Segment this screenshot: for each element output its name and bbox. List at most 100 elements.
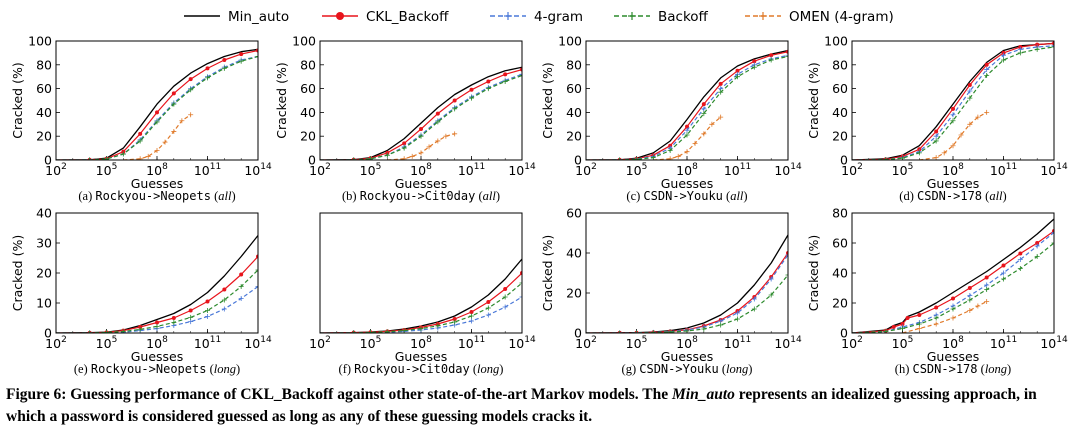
series-marker-omen-4-gram	[426, 144, 432, 150]
series-marker-4-gram	[255, 284, 258, 289]
series-marker-4-gram	[967, 88, 973, 94]
series-marker-ckl-backoff	[951, 106, 955, 111]
series-marker-backoff	[933, 315, 939, 321]
series-marker-4-gram	[933, 133, 939, 139]
x-tick-label: 1014	[508, 335, 536, 351]
series-marker-ckl-backoff	[984, 62, 989, 67]
series-line-min-auto	[586, 49, 788, 160]
panel-caption: (h) CSDN->178 (long)	[895, 362, 1011, 376]
y-tick-label: 80	[566, 57, 582, 72]
series-marker-backoff	[916, 321, 922, 327]
series-marker-backoff	[768, 292, 774, 298]
series-marker-ckl-backoff	[469, 87, 474, 92]
series-marker-4-gram	[1034, 243, 1040, 249]
series-line-backoff	[56, 269, 258, 333]
x-tick-label: 108	[410, 335, 432, 351]
x-tick-label: 105	[892, 335, 914, 351]
y-tick-label: 0	[840, 153, 848, 168]
series-line-4-gram	[586, 54, 788, 160]
y-tick-label: 60	[566, 206, 582, 221]
y-tick-label: 20	[36, 266, 52, 281]
series-marker-omen-4-gram	[701, 131, 707, 137]
series-marker-backoff	[469, 95, 474, 101]
series-marker-ckl-backoff	[951, 296, 955, 301]
y-tick-label: 80	[832, 57, 848, 72]
x-tick-label: 102	[309, 162, 331, 178]
series-marker-backoff	[435, 119, 441, 125]
legend-item-4-gram: 4-gram	[490, 9, 583, 25]
series-marker-backoff	[718, 89, 724, 95]
series-marker-4-gram	[701, 106, 707, 112]
series-marker-backoff	[401, 328, 407, 333]
series-marker-4-gram	[785, 252, 788, 258]
series-marker-4-gram	[751, 296, 757, 302]
series-line-ckl-backoff	[320, 272, 522, 333]
x-tick-label: 108	[942, 162, 964, 178]
y-tick-label: 40	[566, 246, 582, 261]
plot-frame	[851, 212, 1055, 334]
series-marker-omen-4-gram	[154, 147, 160, 153]
plot-frame	[851, 40, 1055, 161]
series-marker-backoff	[384, 329, 390, 333]
x-tick-label: 108	[676, 335, 698, 351]
series-line-backoff	[586, 55, 788, 160]
series-marker-backoff	[735, 316, 740, 322]
series-marker-backoff	[519, 280, 522, 286]
series-marker-ckl-backoff	[905, 316, 910, 320]
series-marker-ckl-backoff	[205, 299, 210, 304]
series-line-ckl-backoff	[852, 42, 1054, 160]
series-marker-ckl-backoff	[701, 102, 706, 107]
x-axis-label: Guesses	[927, 176, 980, 191]
x-axis-label: Guesses	[131, 349, 184, 364]
series-marker-backoff	[485, 86, 491, 92]
x-tick-label: 108	[676, 162, 698, 178]
series-marker-omen-4-gram	[188, 112, 194, 118]
y-axis-label: Cracked (%)	[806, 62, 821, 138]
series-marker-4-gram	[768, 276, 774, 282]
y-tick-label: 60	[832, 81, 848, 96]
series-marker-omen-4-gram	[675, 153, 681, 159]
y-tick-label: 80	[832, 206, 848, 221]
series-marker-backoff	[735, 74, 740, 80]
series-marker-ckl-backoff	[222, 58, 227, 63]
series-marker-omen-4-gram	[933, 321, 939, 327]
legend-item-omen-4-gram-: OMEN (4-gram)	[745, 9, 894, 25]
series-marker-omen-4-gram	[975, 303, 981, 309]
y-tick-label: 80	[300, 57, 316, 72]
series-marker-ckl-backoff	[934, 129, 939, 134]
x-tick-label: 105	[360, 162, 382, 178]
series-marker-4-gram	[485, 312, 491, 318]
x-tick-label: 1014	[1040, 335, 1068, 351]
series-marker-backoff	[883, 329, 889, 333]
y-tick-label: 60	[832, 236, 848, 251]
series-marker-4-gram	[519, 71, 522, 77]
caption-emphasis: Min_auto	[672, 386, 735, 403]
series-marker-backoff	[701, 111, 707, 117]
series-marker-backoff	[1017, 50, 1023, 56]
series-line-backoff	[586, 274, 788, 333]
series-marker-4-gram	[469, 318, 474, 324]
series-line-min-auto	[320, 258, 522, 333]
series-marker-backoff	[785, 272, 788, 278]
chart-panel-g: 0 20 40 60 102 105 108 1011 1014 Guesses Cracked (…	[540, 206, 802, 377]
x-tick-label: 1011	[458, 162, 485, 178]
y-tick-label: 100	[292, 34, 316, 49]
x-tick-label: 1014	[244, 162, 272, 178]
series-marker-backoff	[368, 156, 373, 160]
series-marker-backoff	[120, 329, 126, 333]
legend-label: 4-gram	[534, 9, 583, 25]
series-line-min-auto	[852, 42, 1054, 160]
y-tick-label: 40	[36, 105, 52, 120]
x-tick-label: 105	[626, 162, 648, 178]
series-marker-ckl-backoff	[402, 141, 407, 146]
series-marker-omen-4-gram	[967, 121, 973, 127]
y-axis-label: Cracked (%)	[540, 235, 555, 311]
x-tick-label: 105	[626, 335, 648, 351]
series-line-omen-4-gram	[919, 111, 987, 160]
series-marker-ckl-backoff	[239, 52, 244, 57]
series-marker-backoff	[384, 152, 390, 158]
series-marker-4-gram	[785, 52, 788, 58]
series-marker-ckl-backoff	[222, 287, 227, 292]
y-axis-label: Cracked (%)	[10, 235, 25, 311]
series-marker-4-gram	[205, 314, 210, 319]
